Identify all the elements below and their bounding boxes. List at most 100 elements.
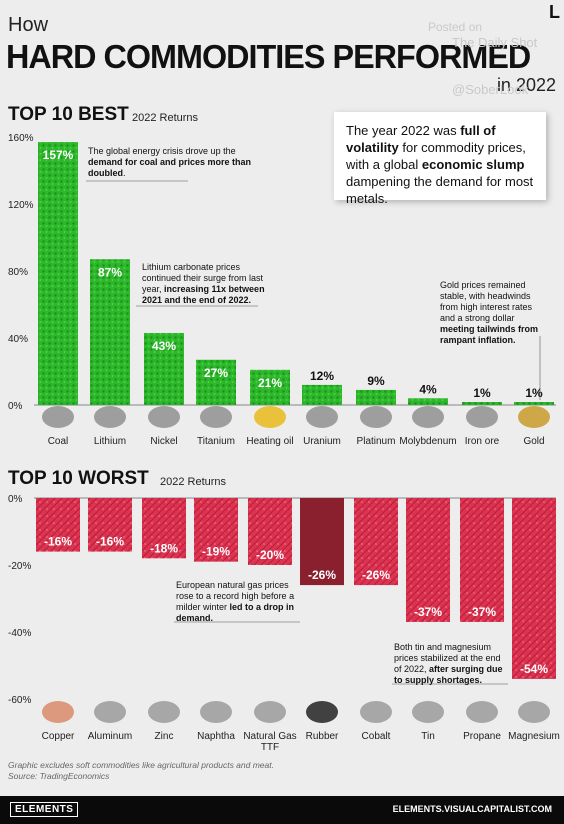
best-bar-lithium — [90, 259, 130, 405]
worst-bar-aluminum — [88, 498, 132, 552]
best-value-label: 87% — [98, 265, 122, 279]
worst-y-tick: -40% — [8, 628, 31, 639]
best-bar-molybdenum — [408, 398, 448, 405]
commodity-icon — [42, 406, 74, 428]
worst-category-label: Propane — [463, 731, 501, 742]
best-bar-gold — [514, 402, 554, 405]
worst-bar-propane — [460, 498, 504, 622]
worst-bar-naphtha — [194, 498, 238, 562]
commodity-icon — [94, 701, 126, 723]
commodity-icon — [306, 701, 338, 723]
best-bar-uranium — [302, 384, 342, 405]
callout-text-1: The year 2022 was — [346, 123, 461, 138]
worst-category-label: Copper — [42, 731, 75, 742]
worst-value-label: -16% — [44, 535, 72, 549]
title-prefix: How — [8, 14, 49, 36]
worst-value-label: -26% — [308, 568, 336, 582]
footnote-source: Source: TradingEconomics — [8, 771, 110, 781]
commodity-icon — [518, 406, 550, 428]
best-bar-heating-oil — [250, 369, 290, 405]
worst-value-label: -54% — [520, 662, 548, 676]
commodity-icon — [412, 406, 444, 428]
corner-mark: L — [549, 2, 560, 22]
best-category-label: Molybdenum — [399, 436, 456, 447]
callout-text-2: for commodity prices, with a global — [346, 140, 526, 172]
commodity-icon — [42, 701, 74, 723]
commodity-icon — [94, 406, 126, 428]
best-section-title: TOP 10 BEST — [8, 104, 129, 125]
worst-category-label: Cobalt — [362, 731, 391, 742]
best-value-label: 21% — [258, 376, 282, 390]
best-value-label: 27% — [204, 366, 228, 380]
best-bar-iron-ore — [462, 402, 502, 405]
footnote-exclusions: Graphic excludes soft commodities like a… — [8, 760, 274, 770]
best-bar-platinum — [356, 389, 396, 405]
worst-value-label: -37% — [414, 605, 442, 619]
worst-y-tick: 0% — [8, 494, 23, 505]
worst-category-label: Aluminum — [88, 731, 132, 742]
worst-category-label: Tin — [421, 731, 435, 742]
worst-value-label: -18% — [150, 541, 178, 555]
watermark-posted: Posted on — [428, 20, 483, 34]
footer-bar: ELEMENTS ELEMENTS.VISUALCAPITALIST.COM — [0, 796, 564, 824]
best-bar-nickel — [144, 332, 184, 405]
best-value-label: 9% — [367, 374, 385, 388]
worst-category-label: Naphtha — [197, 731, 235, 742]
worst-section-subtitle: 2022 Returns — [160, 476, 227, 488]
page-title: HARD COMMODITIES PERFORMED — [6, 38, 531, 75]
best-category-label: Lithium — [94, 436, 126, 447]
best-category-label: Uranium — [303, 436, 341, 447]
summary-callout: The year 2022 was full of volatility for… — [334, 112, 546, 206]
note-tin-magnesium: Both tin and magnesium prices stabilized… — [394, 642, 503, 685]
best-category-label: Nickel — [150, 436, 177, 447]
watermark-source: The Daily Shot — [452, 35, 538, 50]
best-category-label: Titanium — [197, 436, 235, 447]
callout-text-3: dampening the demand for most metals. — [346, 174, 534, 206]
commodity-icon — [254, 701, 286, 723]
worst-category-label: Natural Gas — [243, 731, 296, 742]
commodity-icon — [306, 406, 338, 428]
page-subtitle: in 2022 — [496, 75, 556, 95]
worst-bar-copper — [36, 498, 80, 552]
worst-category-label: Zinc — [155, 731, 174, 742]
best-value-label: 43% — [152, 339, 176, 353]
note-coal: The global energy crisis drove up the de… — [88, 146, 252, 178]
commodity-icon — [200, 701, 232, 723]
note-gold: Gold prices remained stable, with headwi… — [440, 280, 539, 345]
commodity-icon — [200, 406, 232, 428]
watermark-handle: @SoberLook — [452, 82, 529, 97]
best-y-tick: 40% — [8, 334, 28, 345]
best-y-tick: 120% — [8, 200, 34, 211]
worst-y-tick: -20% — [8, 561, 31, 572]
best-value-label: 1% — [525, 386, 543, 400]
best-y-tick: 160% — [8, 133, 34, 144]
commodity-icon — [518, 701, 550, 723]
best-category-label: Coal — [48, 436, 69, 447]
worst-y-tick: -60% — [8, 695, 31, 706]
worst-value-label: -16% — [96, 535, 124, 549]
callout-bold-1: full of volatility — [346, 123, 496, 155]
best-value-label: 4% — [419, 382, 437, 396]
worst-bar-cobalt — [354, 498, 398, 586]
worst-bar-tin — [406, 498, 450, 622]
commodity-icon — [412, 701, 444, 723]
worst-category-label: Rubber — [306, 731, 339, 742]
commodity-icon — [360, 701, 392, 723]
worst-value-label: -26% — [362, 568, 390, 582]
best-category-label: Platinum — [357, 436, 396, 447]
best-bar-coal — [38, 142, 78, 405]
best-category-label: Iron ore — [465, 436, 500, 447]
worst-value-label: -20% — [256, 548, 284, 562]
worst-bar-natural-gas-ttf — [248, 498, 292, 565]
note-lithium: Lithium carbonate prices continued their… — [142, 262, 265, 305]
worst-value-label: -19% — [202, 545, 230, 559]
best-chart: 0% 40% 80% 120% 160% 157% Coal 87% Lithium 43% Nic… — [8, 133, 556, 447]
best-value-label: 1% — [473, 386, 491, 400]
commodity-icon — [466, 406, 498, 428]
best-section-subtitle: 2022 Returns — [132, 112, 199, 124]
worst-bar-rubber — [300, 498, 344, 586]
commodity-icon — [254, 406, 286, 428]
footer-url[interactable]: ELEMENTS.VISUALCAPITALIST.COM — [392, 804, 552, 814]
best-category-label: Heating oil — [246, 436, 293, 447]
